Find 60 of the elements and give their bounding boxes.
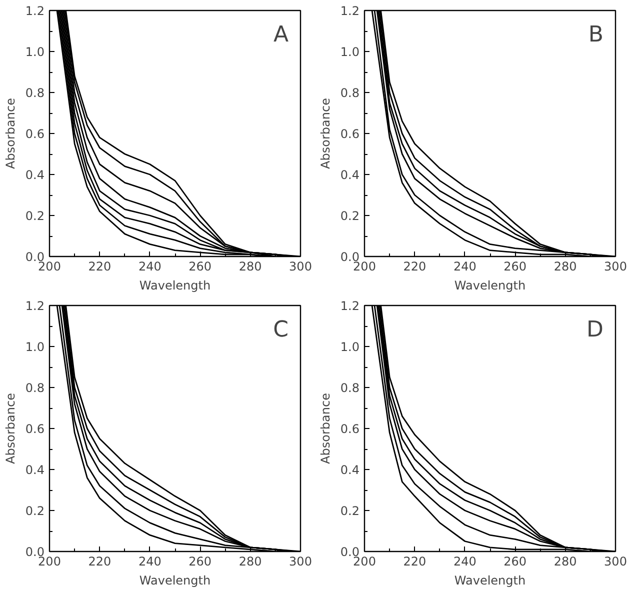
y-tick-label: 1.2 [340, 4, 360, 18]
y-axis-title: Absorbance [3, 98, 18, 169]
x-tick-label: 240 [453, 554, 476, 568]
x-tick-label: 280 [554, 554, 577, 568]
y-tick-label: 0.2 [340, 504, 360, 518]
y-tick-label: 0.2 [25, 209, 45, 223]
y-tick-label: 0.8 [340, 86, 360, 100]
y-tick-label: 0.4 [25, 463, 45, 477]
x-tick-label: 260 [188, 554, 212, 568]
y-tick-label: 0.8 [340, 381, 360, 395]
y-tick-label: 1.2 [25, 4, 45, 18]
x-tick-label: 240 [138, 554, 162, 568]
x-tick-label: 260 [504, 260, 527, 274]
x-tick-label: 220 [88, 260, 112, 274]
x-tick-label: 220 [403, 260, 426, 274]
x-tick-label: 220 [88, 554, 112, 568]
x-axis-title: Wavelength [454, 574, 526, 588]
x-tick-label: 300 [604, 260, 627, 274]
y-tick-label: 0.4 [340, 463, 360, 477]
y-tick-label: 0.6 [25, 127, 45, 141]
x-axis-title: Wavelength [139, 278, 211, 292]
y-axis-title: Absorbance [318, 98, 332, 169]
x-tick-label: 200 [353, 554, 376, 568]
x-tick-label: 280 [238, 260, 262, 274]
y-tick-label: 0.6 [340, 422, 360, 436]
y-tick-label: 0.2 [340, 209, 360, 223]
x-tick-label: 200 [38, 554, 61, 568]
x-tick-label: 200 [38, 260, 61, 274]
x-tick-label: 240 [453, 260, 476, 274]
y-tick-label: 1.2 [340, 299, 360, 313]
x-tick-label: 200 [353, 260, 376, 274]
y-tick-label: 0.6 [25, 422, 45, 436]
x-axis-title: Wavelength [139, 574, 211, 588]
y-tick-label: 1.0 [25, 340, 45, 354]
x-tick-label: 280 [554, 260, 577, 274]
y-tick-label: 1.2 [25, 299, 45, 313]
x-tick-label: 300 [289, 260, 312, 274]
y-tick-label: 0.2 [25, 504, 45, 518]
y-tick-label: 1.0 [340, 340, 360, 354]
x-tick-label: 260 [504, 554, 527, 568]
x-tick-label: 260 [188, 260, 212, 274]
y-tick-label: 0.8 [25, 86, 45, 100]
x-tick-label: 300 [289, 554, 312, 568]
y-tick-label: 0.4 [25, 168, 45, 182]
annotation: D [586, 318, 604, 342]
annotation: C [273, 318, 289, 342]
y-tick-label: 0.4 [340, 168, 360, 182]
y-axis-title: Absorbance [3, 393, 18, 464]
annotation: A [273, 22, 289, 48]
y-tick-label: 0.8 [25, 381, 45, 395]
x-tick-label: 300 [604, 554, 627, 568]
x-tick-label: 220 [403, 554, 426, 568]
annotation: B [588, 22, 604, 48]
x-axis-title: Wavelength [454, 278, 526, 292]
y-tick-label: 1.0 [340, 45, 360, 59]
y-axis-title: Absorbance [318, 393, 332, 464]
y-tick-label: 1.0 [25, 45, 45, 59]
x-tick-label: 240 [138, 260, 162, 274]
y-tick-label: 0.6 [340, 127, 360, 141]
x-tick-label: 280 [238, 554, 262, 568]
